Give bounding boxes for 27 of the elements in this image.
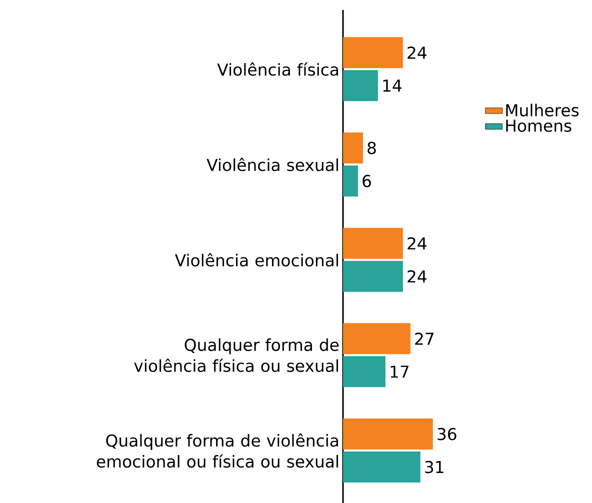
data-label: 24 [408,237,426,250]
data-label: 24 [408,46,426,59]
y-tick-label: Qualquer forma de violência física ou sexual [134,338,339,372]
data-label: 31 [425,460,444,474]
bar [343,37,403,68]
bar [343,260,403,292]
bar [343,132,363,164]
data-label: 6 [362,174,371,188]
bar [343,165,358,196]
bar [343,452,420,483]
bar [343,418,433,450]
legend-label: Mulheres [506,104,579,116]
y-tick-label: Violência sexual [206,158,338,172]
y-tick-label: Violência emocional [174,253,338,267]
y-tick-label: Qualquer forma de violência emocional ou física ou sexual [96,433,338,468]
data-label: 14 [383,80,402,92]
bar [343,228,403,259]
bar [343,323,410,354]
data-label: 24 [408,270,426,282]
data-label: 17 [390,366,408,378]
legend-label: Homens [506,120,572,132]
y-tick-label: Violência física [217,62,338,76]
data-label: 8 [368,142,376,154]
data-label: 27 [415,332,434,345]
bar [343,70,378,102]
data-label: 36 [438,428,456,440]
bar [343,356,386,388]
